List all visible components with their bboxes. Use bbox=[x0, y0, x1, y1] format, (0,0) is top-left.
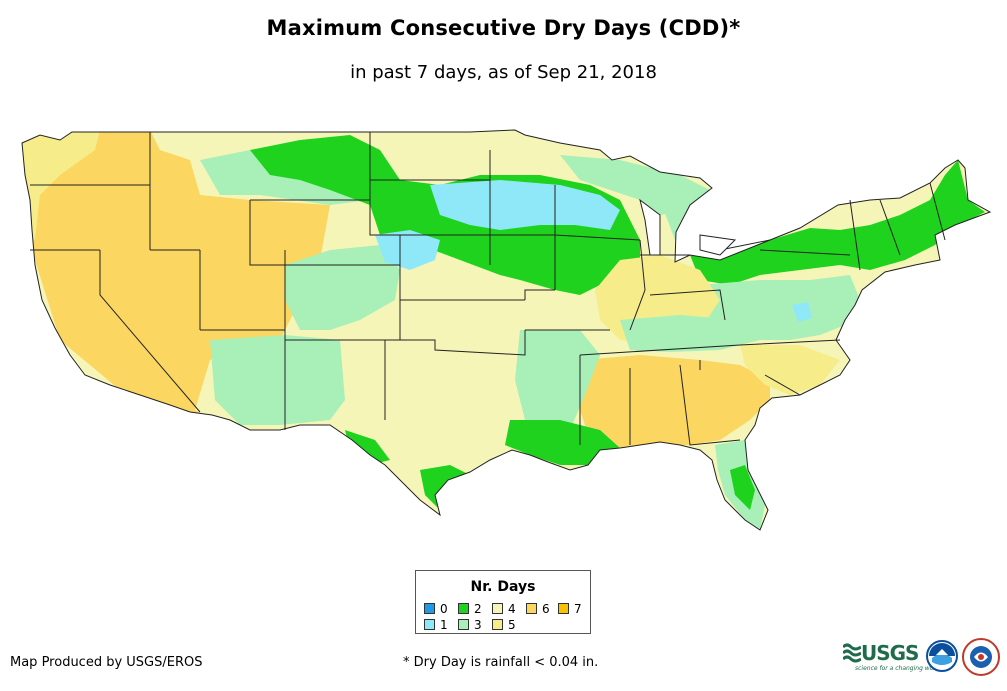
credit-text: Map Produced by USGS/EROS bbox=[10, 655, 203, 670]
usgs-logo: USGS science for a changing world bbox=[843, 641, 941, 673]
cdd-zone-texas-bigbend-2-days bbox=[345, 430, 390, 465]
legend: Nr. Days 0 1 2 3 4 5 6 7 bbox=[415, 570, 591, 634]
usgs-wave-icon bbox=[843, 643, 861, 663]
legend-swatch-0 bbox=[424, 603, 435, 614]
legend-label: 7 bbox=[574, 602, 582, 616]
legend-label: 5 bbox=[508, 618, 516, 632]
cdd-zone-gulf-2-days bbox=[505, 420, 620, 465]
legend-title: Nr. Days bbox=[470, 579, 536, 595]
cdd-zone-arkansas-3-days bbox=[515, 330, 600, 440]
usgs-tagline: science for a changing world bbox=[855, 665, 942, 672]
cdd-zone-northeast-2-days bbox=[690, 160, 985, 285]
legend-swatch-6 bbox=[526, 603, 537, 614]
lake-erie bbox=[699, 234, 737, 256]
cdd-zone-nebraska-1-day bbox=[375, 230, 440, 270]
legend-swatch-2 bbox=[458, 603, 469, 614]
legend-swatch-5 bbox=[492, 619, 503, 630]
cdd-zone-florida-2-days bbox=[730, 465, 755, 510]
legend-label: 6 bbox=[542, 602, 550, 616]
lake-michigan bbox=[639, 198, 661, 256]
legend-swatch-3 bbox=[458, 619, 469, 630]
legend-label: 0 bbox=[440, 602, 448, 616]
map-title: Maximum Consecutive Dry Days (CDD)* bbox=[266, 16, 741, 40]
cdd-zone-west-6-days bbox=[22, 130, 330, 430]
footnote-text: * Dry Day is rainfall < 0.04 in. bbox=[403, 655, 599, 670]
cdd-zone-pnw-5-days bbox=[22, 130, 100, 240]
state-borders bbox=[21, 129, 991, 531]
cdd-zone-colorado-3-days bbox=[285, 245, 400, 330]
nws-logo bbox=[962, 638, 1000, 676]
map-subtitle: in past 7 days, as of Sep 21, 2018 bbox=[350, 62, 657, 83]
legend-label: 3 bbox=[474, 618, 482, 632]
noaa-logo bbox=[926, 640, 958, 672]
legend-label: 4 bbox=[508, 602, 516, 616]
legend-swatch-7 bbox=[558, 603, 569, 614]
cdd-zone-minnesota-1-day bbox=[430, 180, 620, 230]
cdd-zone-southeast-6-days bbox=[580, 355, 770, 448]
cdd-zone-kentucky-3-days bbox=[620, 315, 760, 352]
legend-swatch-4 bbox=[492, 603, 503, 614]
legend-swatch-1 bbox=[424, 619, 435, 630]
state-lines bbox=[30, 132, 946, 446]
cdd-zone-southwest-3-days bbox=[210, 335, 345, 425]
usgs-wordmark: USGS bbox=[861, 641, 919, 665]
cdd-zone-carolinas-5-days bbox=[740, 345, 840, 395]
cdd-color-fill bbox=[22, 130, 990, 530]
cdd-zone-virginia-1-day bbox=[792, 302, 812, 322]
legend-label: 2 bbox=[474, 602, 482, 616]
legend-label: 1 bbox=[440, 618, 448, 632]
